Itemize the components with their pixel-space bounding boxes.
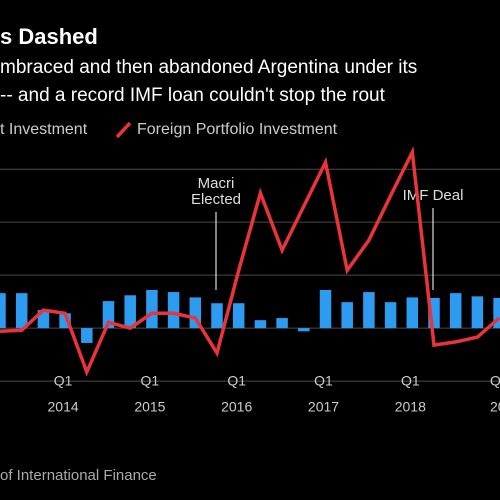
legend-label: Foreign Portfolio Investment bbox=[137, 121, 338, 138]
bar bbox=[406, 297, 419, 329]
annotation: Macri bbox=[198, 175, 235, 192]
x-tick-label: Q bbox=[490, 373, 500, 389]
bar bbox=[81, 328, 93, 343]
bar bbox=[37, 310, 50, 329]
line bbox=[0, 146, 500, 377]
bar bbox=[341, 302, 353, 329]
x-tick-label: 2014 bbox=[48, 399, 79, 415]
bar bbox=[449, 293, 462, 329]
source: of International Finance bbox=[0, 467, 157, 484]
bar bbox=[298, 328, 310, 332]
bar bbox=[167, 292, 180, 329]
legend-label: t Investment bbox=[0, 121, 88, 138]
bar bbox=[384, 302, 397, 329]
x-tick-label: 2018 bbox=[395, 399, 426, 415]
x-tick-label: Q1 bbox=[54, 373, 73, 389]
annotation: IMF Deal bbox=[403, 187, 464, 204]
x-tick-label: Q1 bbox=[227, 373, 246, 389]
annotation: Elected bbox=[191, 191, 241, 208]
bar bbox=[146, 289, 158, 329]
bar bbox=[102, 301, 115, 329]
x-tick-label: Q1 bbox=[141, 373, 160, 389]
x-tick-label: Q1 bbox=[314, 373, 333, 389]
bar bbox=[319, 289, 332, 329]
bar bbox=[471, 296, 484, 329]
bar bbox=[124, 295, 136, 329]
bar bbox=[59, 313, 71, 329]
bar bbox=[15, 293, 28, 329]
chart-title: s Dashed bbox=[0, 24, 98, 49]
bar bbox=[0, 293, 6, 329]
x-tick-label: Q1 bbox=[401, 373, 420, 389]
x-tick-label: 2015 bbox=[134, 399, 165, 415]
bar bbox=[189, 297, 202, 329]
subtitle: mbraced and then abandoned Argentina und… bbox=[0, 57, 417, 78]
subtitle: -- and a record IMF loan couldn't stop t… bbox=[0, 85, 386, 106]
bar bbox=[363, 292, 375, 329]
x-tick-label: 2017 bbox=[308, 399, 339, 415]
bar bbox=[254, 320, 267, 329]
bar bbox=[428, 297, 440, 329]
x-tick-label: 2016 bbox=[221, 399, 252, 415]
bar bbox=[211, 303, 223, 329]
bar bbox=[232, 303, 245, 329]
bar bbox=[276, 318, 288, 329]
x-tick-label: 20 bbox=[490, 399, 500, 415]
bar bbox=[493, 297, 500, 329]
legend-swatch bbox=[115, 121, 132, 139]
